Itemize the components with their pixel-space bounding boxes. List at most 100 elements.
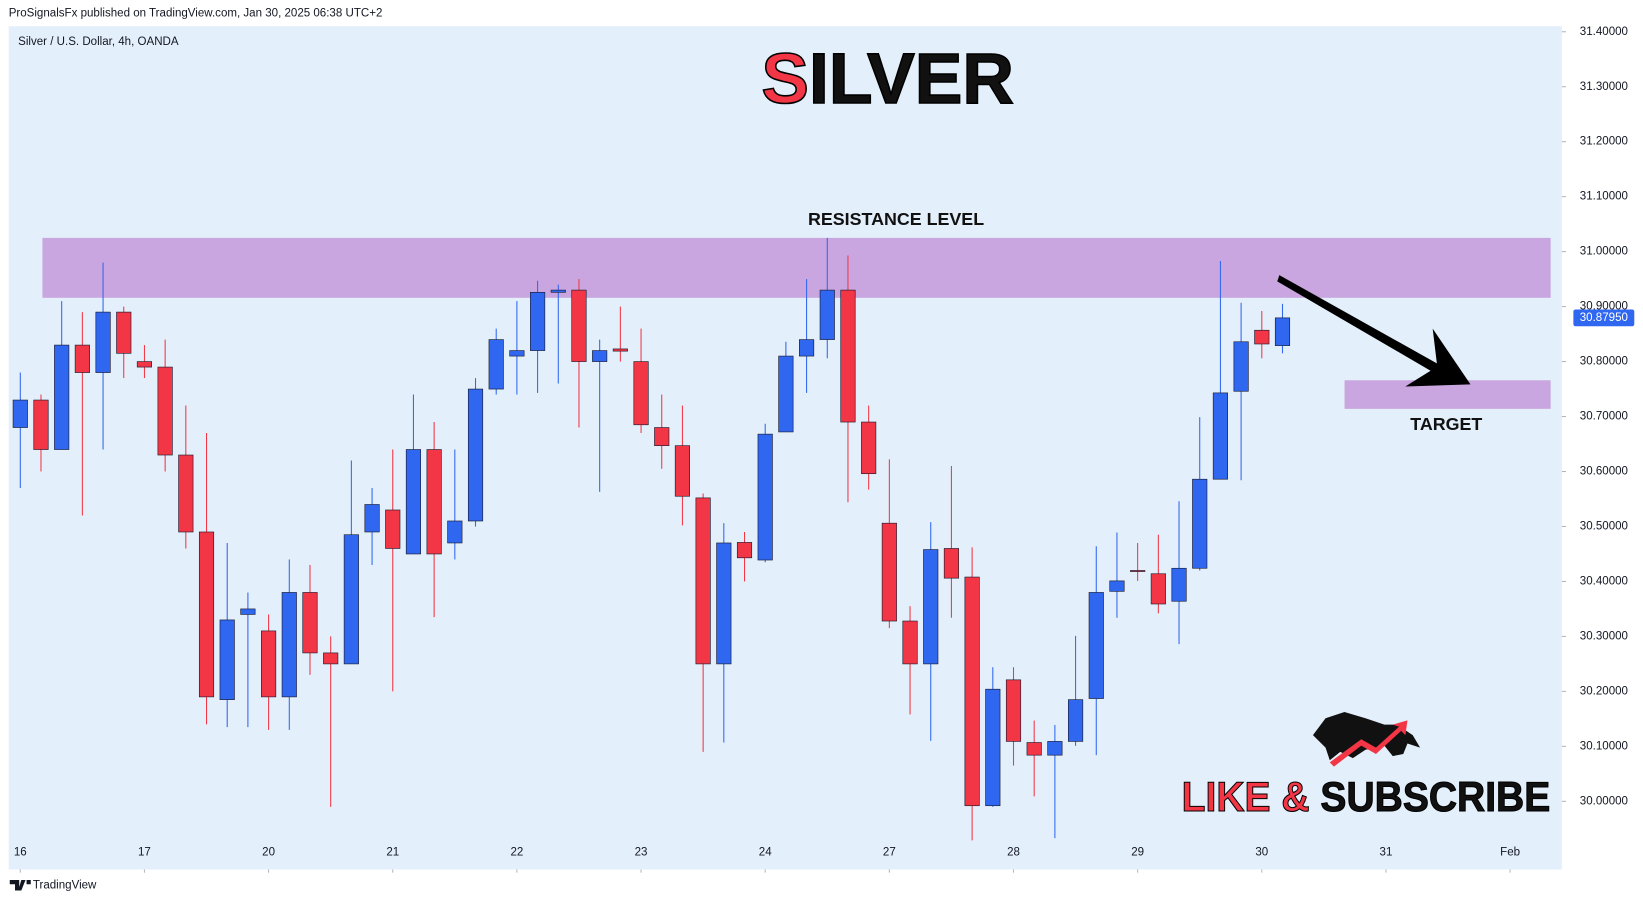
candle-body <box>488 339 504 390</box>
y-tick-label: 30.70000 <box>1580 411 1628 423</box>
y-tick-label: 30.00000 <box>1580 795 1628 807</box>
candle-body <box>33 399 49 450</box>
x-tick-label: 27 <box>883 847 896 859</box>
candle-body <box>136 361 153 368</box>
candle-body <box>985 688 1001 807</box>
candle-body <box>695 497 711 665</box>
candle-body <box>674 445 690 497</box>
candle-body <box>571 289 587 362</box>
y-tick-label: 30.20000 <box>1580 685 1628 697</box>
candle-body <box>385 509 401 549</box>
candle-body <box>12 399 28 428</box>
x-tick-label: 21 <box>386 847 399 859</box>
candle-body <box>612 348 628 352</box>
candle-body <box>1068 699 1084 742</box>
header: ProSignalsFx published on TradingView.co… <box>9 8 383 20</box>
candle-body <box>198 531 215 698</box>
candle-body <box>1212 392 1228 480</box>
x-tick-label: 30 <box>1255 847 1268 859</box>
plot-area <box>8 26 1562 870</box>
candle-body <box>219 619 235 700</box>
last-price-label: 30.87950 <box>1580 312 1628 324</box>
candle-body <box>592 350 608 362</box>
candle-body <box>281 592 297 698</box>
candle-body <box>799 339 815 357</box>
chart-title: SILVER <box>761 39 1014 119</box>
candle-body <box>550 289 566 293</box>
x-tick-label: 31 <box>1380 847 1393 859</box>
candle-body <box>1150 573 1166 605</box>
banner: LIKE & SUBSCRIBE <box>1182 773 1551 820</box>
candle-body <box>1005 679 1022 742</box>
candle-body <box>178 454 194 533</box>
candle-body <box>1026 742 1042 756</box>
tv-logo <box>9 879 31 891</box>
candle-body <box>716 542 732 665</box>
zone-label: TARGET <box>1410 414 1482 434</box>
candle-body <box>1171 567 1187 602</box>
y-tick-label: 31.10000 <box>1580 191 1628 203</box>
x-tick-label: 16 <box>14 847 27 859</box>
candle-body <box>426 449 442 555</box>
x-tick-label: 23 <box>635 847 648 859</box>
candle-body <box>116 311 132 354</box>
zone-label: RESISTANCE LEVEL <box>808 209 984 229</box>
candle-body <box>323 652 339 665</box>
footer: TradingView <box>33 879 97 891</box>
candle-body <box>74 344 90 373</box>
x-tick-label: 20 <box>262 847 275 859</box>
axes: 30.00000 30.10000 30.20000 30.30000 30.40000… <box>14 26 1635 873</box>
arrow <box>1277 275 1471 387</box>
candle-body <box>343 534 359 665</box>
candle-body <box>54 344 70 450</box>
candle-body <box>1130 570 1146 572</box>
y-tick-label: 30.10000 <box>1580 740 1628 752</box>
candle-body <box>364 504 380 533</box>
zone <box>42 237 1551 298</box>
candle-body <box>261 630 277 698</box>
candle-body <box>302 592 318 654</box>
candle-body <box>1047 741 1063 756</box>
candle-body <box>902 620 918 665</box>
candle-body <box>1274 317 1291 346</box>
candle-body <box>467 388 484 522</box>
y-tick-label: 30.80000 <box>1580 356 1628 368</box>
candle-body <box>881 522 897 622</box>
candles <box>12 237 1291 841</box>
y-tick-label: 30.40000 <box>1580 575 1628 587</box>
candle-body <box>1192 478 1208 569</box>
candle-body <box>95 311 111 373</box>
x-tick-label: 28 <box>1007 847 1020 859</box>
candle-body <box>447 520 463 544</box>
x-tick-label: 29 <box>1131 847 1144 859</box>
symbol: Silver / U.S. Dollar, 4h, OANDA <box>18 36 179 48</box>
candle-body <box>943 548 959 579</box>
y-tick-label: 31.20000 <box>1580 136 1628 148</box>
candle-body <box>861 421 877 475</box>
candle-body <box>1088 592 1104 699</box>
candle-body <box>819 289 835 340</box>
y-tick-label: 30.30000 <box>1580 630 1628 642</box>
y-tick-label: 31.30000 <box>1580 81 1628 93</box>
candle-body <box>405 449 421 555</box>
candle-body <box>1109 580 1125 592</box>
candle-body <box>736 542 753 559</box>
candle-body <box>757 433 773 561</box>
candle-body <box>530 291 546 351</box>
x-tick-label: Feb <box>1500 847 1520 859</box>
y-tick-label: 31.00000 <box>1580 246 1628 258</box>
candle-body <box>240 608 256 615</box>
y-tick-label: 30.50000 <box>1580 521 1628 533</box>
candle-body <box>840 289 856 423</box>
y-tick-label: 30.60000 <box>1580 466 1628 478</box>
x-tick-label: 24 <box>759 847 772 859</box>
y-tick-label: 31.40000 <box>1580 26 1628 38</box>
x-tick-label: 17 <box>138 847 151 859</box>
candle-body <box>654 427 670 446</box>
candle-body <box>509 350 525 357</box>
x-tick-label: 22 <box>510 847 523 859</box>
candle-body <box>964 576 980 807</box>
candle-body <box>1233 341 1249 392</box>
